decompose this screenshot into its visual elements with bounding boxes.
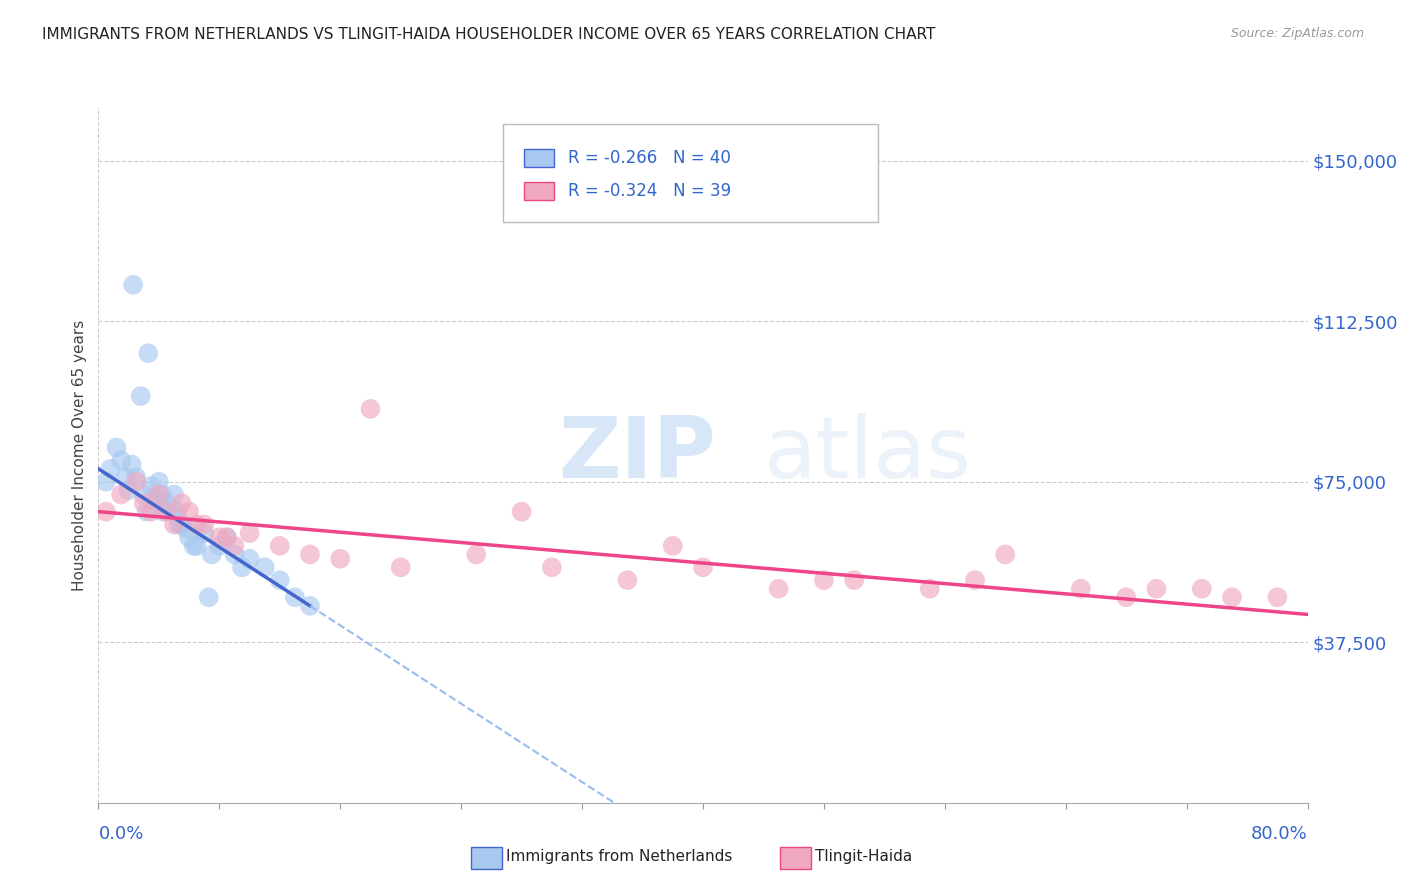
Point	[1070, 582, 1092, 596]
Point	[844, 573, 866, 587]
Point	[132, 496, 155, 510]
Text: atlas: atlas	[763, 413, 972, 497]
Point	[105, 441, 128, 455]
Point	[231, 560, 253, 574]
Point	[163, 517, 186, 532]
FancyBboxPatch shape	[524, 182, 554, 200]
Y-axis label: Householder Income Over 65 years: Householder Income Over 65 years	[72, 319, 87, 591]
Point	[389, 560, 412, 574]
Text: 0.0%: 0.0%	[98, 825, 143, 843]
Point	[136, 346, 159, 360]
Point	[239, 551, 262, 566]
Point	[125, 470, 148, 484]
Point	[129, 389, 152, 403]
FancyBboxPatch shape	[524, 150, 554, 167]
Point	[813, 573, 835, 587]
Point	[148, 475, 170, 489]
Text: 80.0%: 80.0%	[1251, 825, 1308, 843]
Point	[994, 548, 1017, 562]
Point	[616, 573, 638, 587]
Text: Immigrants from Netherlands: Immigrants from Netherlands	[506, 849, 733, 863]
Point	[329, 551, 352, 566]
Point	[692, 560, 714, 574]
Point	[1267, 591, 1289, 605]
Point	[269, 539, 291, 553]
Point	[141, 505, 163, 519]
Point	[150, 487, 173, 501]
Point	[918, 582, 941, 596]
Point	[224, 539, 246, 553]
Point	[110, 453, 132, 467]
Point	[299, 548, 322, 562]
Point	[110, 487, 132, 501]
Point	[186, 517, 208, 532]
Text: R = -0.266   N = 40: R = -0.266 N = 40	[568, 149, 731, 167]
Point	[661, 539, 683, 553]
FancyBboxPatch shape	[503, 124, 879, 222]
Point	[208, 539, 231, 553]
Point	[208, 530, 231, 544]
Text: Tlingit-Haida: Tlingit-Haida	[815, 849, 912, 863]
Text: IMMIGRANTS FROM NETHERLANDS VS TLINGIT-HAIDA HOUSEHOLDER INCOME OVER 65 YEARS CO: IMMIGRANTS FROM NETHERLANDS VS TLINGIT-H…	[42, 27, 935, 42]
Point	[269, 573, 291, 587]
Point	[215, 530, 238, 544]
Text: R = -0.324   N = 39: R = -0.324 N = 39	[568, 182, 731, 200]
Point	[141, 479, 163, 493]
Point	[179, 505, 201, 519]
Point	[167, 517, 190, 532]
Point	[1144, 582, 1167, 596]
Point	[465, 548, 488, 562]
Point	[239, 526, 262, 541]
Point	[224, 548, 246, 562]
Point	[145, 491, 167, 506]
Point	[253, 560, 276, 574]
Point	[94, 505, 117, 519]
Point	[170, 496, 193, 510]
Point	[540, 560, 562, 574]
Point	[163, 487, 186, 501]
Point	[155, 496, 177, 510]
Point	[197, 591, 219, 605]
Point	[1220, 591, 1243, 605]
Point	[135, 505, 157, 519]
Point	[965, 573, 987, 587]
Point	[125, 475, 148, 489]
Point	[179, 530, 201, 544]
Point	[201, 548, 224, 562]
Point	[100, 462, 122, 476]
Point	[215, 530, 238, 544]
Point	[121, 458, 143, 472]
Point	[152, 505, 174, 519]
Point	[160, 505, 183, 519]
Point	[170, 517, 193, 532]
Point	[360, 401, 382, 416]
Text: ZIP: ZIP	[558, 413, 716, 497]
Point	[193, 517, 215, 532]
Point	[183, 539, 205, 553]
Point	[768, 582, 790, 596]
Point	[118, 483, 141, 498]
Point	[299, 599, 322, 613]
Point	[155, 505, 177, 519]
Point	[114, 470, 136, 484]
Point	[1191, 582, 1213, 596]
Point	[122, 277, 145, 292]
Point	[148, 487, 170, 501]
Point	[132, 487, 155, 501]
Text: Source: ZipAtlas.com: Source: ZipAtlas.com	[1230, 27, 1364, 40]
Point	[284, 591, 307, 605]
Point	[94, 475, 117, 489]
Point	[193, 526, 215, 541]
Point	[510, 505, 533, 519]
Point	[186, 539, 208, 553]
Point	[174, 522, 197, 536]
Point	[1115, 591, 1137, 605]
Point	[166, 505, 188, 519]
